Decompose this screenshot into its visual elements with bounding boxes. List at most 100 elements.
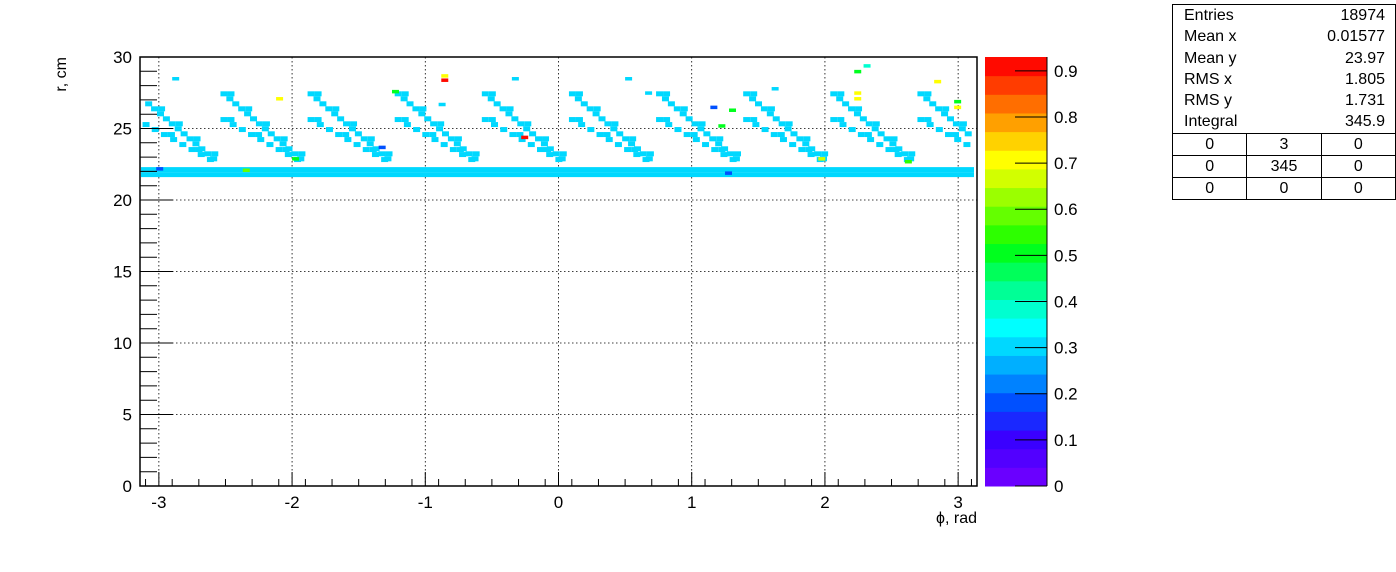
palette-swatch xyxy=(985,262,1047,282)
histogram-hot-cell xyxy=(904,159,912,164)
histogram-cell xyxy=(281,167,288,173)
histogram-cell xyxy=(963,142,971,148)
histogram-cell xyxy=(692,137,700,143)
histogram-cell xyxy=(750,117,758,123)
histogram-cell xyxy=(923,96,931,102)
histogram-cell xyxy=(246,172,253,178)
histogram-cells xyxy=(141,64,974,178)
palette-swatch xyxy=(985,355,1047,375)
histogram-cell xyxy=(350,121,358,127)
stat-label: Mean x xyxy=(1184,28,1237,46)
histogram-cell xyxy=(924,117,932,123)
histogram-cell xyxy=(428,172,435,178)
histogram-cell xyxy=(229,122,237,128)
histogram-cell xyxy=(331,111,339,117)
histogram-cell xyxy=(883,172,890,178)
histogram-cell xyxy=(792,172,799,178)
histogram-cell xyxy=(232,101,240,107)
histogram-cell xyxy=(488,117,496,123)
histogram-cell xyxy=(394,91,402,97)
histogram-cell xyxy=(491,167,498,173)
histogram-cell xyxy=(298,151,306,157)
histogram-cell xyxy=(929,101,937,107)
histogram-cell xyxy=(596,132,604,138)
histogram-cell xyxy=(484,167,491,173)
histogram-cell xyxy=(288,167,295,173)
histogram-cell xyxy=(487,96,495,102)
histogram-cell xyxy=(505,172,512,178)
histogram-cell xyxy=(371,152,379,158)
histogram-cell xyxy=(239,172,246,178)
histogram-cell xyxy=(518,137,526,143)
histogram-cell xyxy=(197,167,204,173)
histogram-cell xyxy=(603,172,610,178)
histogram-cell xyxy=(291,151,299,157)
histogram-cell xyxy=(771,172,778,178)
histogram-cell xyxy=(687,172,694,178)
histogram-cell xyxy=(175,121,183,127)
histogram-cell xyxy=(183,172,190,178)
palette-swatch xyxy=(985,57,1047,77)
histogram-cell xyxy=(624,147,632,153)
histogram-cell xyxy=(603,167,610,173)
histogram-cell xyxy=(629,136,637,142)
palette-swatch xyxy=(985,206,1047,226)
histogram-cell xyxy=(736,172,743,178)
histogram-cell xyxy=(441,131,449,137)
histogram-cell xyxy=(419,106,427,112)
histogram-cell xyxy=(848,127,856,133)
histogram-cell xyxy=(519,167,526,173)
histogram-cell xyxy=(493,101,501,107)
histogram-hot-cell xyxy=(242,168,250,173)
histogram-cell xyxy=(652,167,659,173)
histogram-cell xyxy=(755,101,763,107)
histogram-cell xyxy=(946,172,953,178)
histogram-cell xyxy=(225,167,232,173)
histogram-cell xyxy=(295,167,302,173)
histogram-cell xyxy=(253,167,260,173)
histogram-cell xyxy=(162,172,169,178)
histogram-cell xyxy=(903,157,911,163)
palette-tick-label: 0.7 xyxy=(1054,154,1078,173)
histogram-cell xyxy=(524,121,532,127)
histogram-cell xyxy=(354,131,362,137)
histogram-cell xyxy=(834,167,841,173)
histogram-cell xyxy=(527,142,535,148)
histogram-cell xyxy=(767,106,775,112)
histogram-cell xyxy=(772,116,780,122)
histogram-cell xyxy=(592,111,600,117)
histogram-cell xyxy=(953,167,960,173)
histogram-cell xyxy=(218,167,225,173)
histogram-cell xyxy=(309,172,316,178)
histogram-cell xyxy=(757,172,764,178)
histogram-cell xyxy=(586,106,594,112)
histogram-cell xyxy=(533,172,540,178)
histogram-cell xyxy=(722,167,729,173)
histogram-cell xyxy=(342,132,350,138)
palette-tick-label: 0 xyxy=(1054,477,1063,496)
histogram-cell xyxy=(151,106,159,112)
histogram-cell xyxy=(872,121,880,127)
histogram-cell xyxy=(422,132,430,138)
histogram-cell xyxy=(617,172,624,178)
histogram-cell xyxy=(424,116,432,122)
histogram-cell xyxy=(734,151,742,157)
histogram-cell xyxy=(743,91,751,97)
histogram-cell xyxy=(646,151,654,157)
histogram-cell xyxy=(785,172,792,178)
histogram-hot-cell xyxy=(625,77,633,81)
histogram-cell xyxy=(857,132,865,138)
histogram-cell xyxy=(414,172,421,178)
histogram-cell xyxy=(593,106,601,112)
histogram-hot-cell xyxy=(863,64,871,68)
histogram-hot-cell xyxy=(391,89,399,94)
histogram-cell xyxy=(680,106,688,112)
histogram-cell xyxy=(262,121,270,127)
histogram-cell xyxy=(431,137,439,143)
histogram-cell xyxy=(542,136,550,142)
histogram-cell xyxy=(547,172,554,178)
histogram-cell xyxy=(536,147,544,153)
histogram-cell xyxy=(883,136,891,142)
histogram-cell xyxy=(885,147,893,153)
histogram-cell xyxy=(378,151,386,157)
